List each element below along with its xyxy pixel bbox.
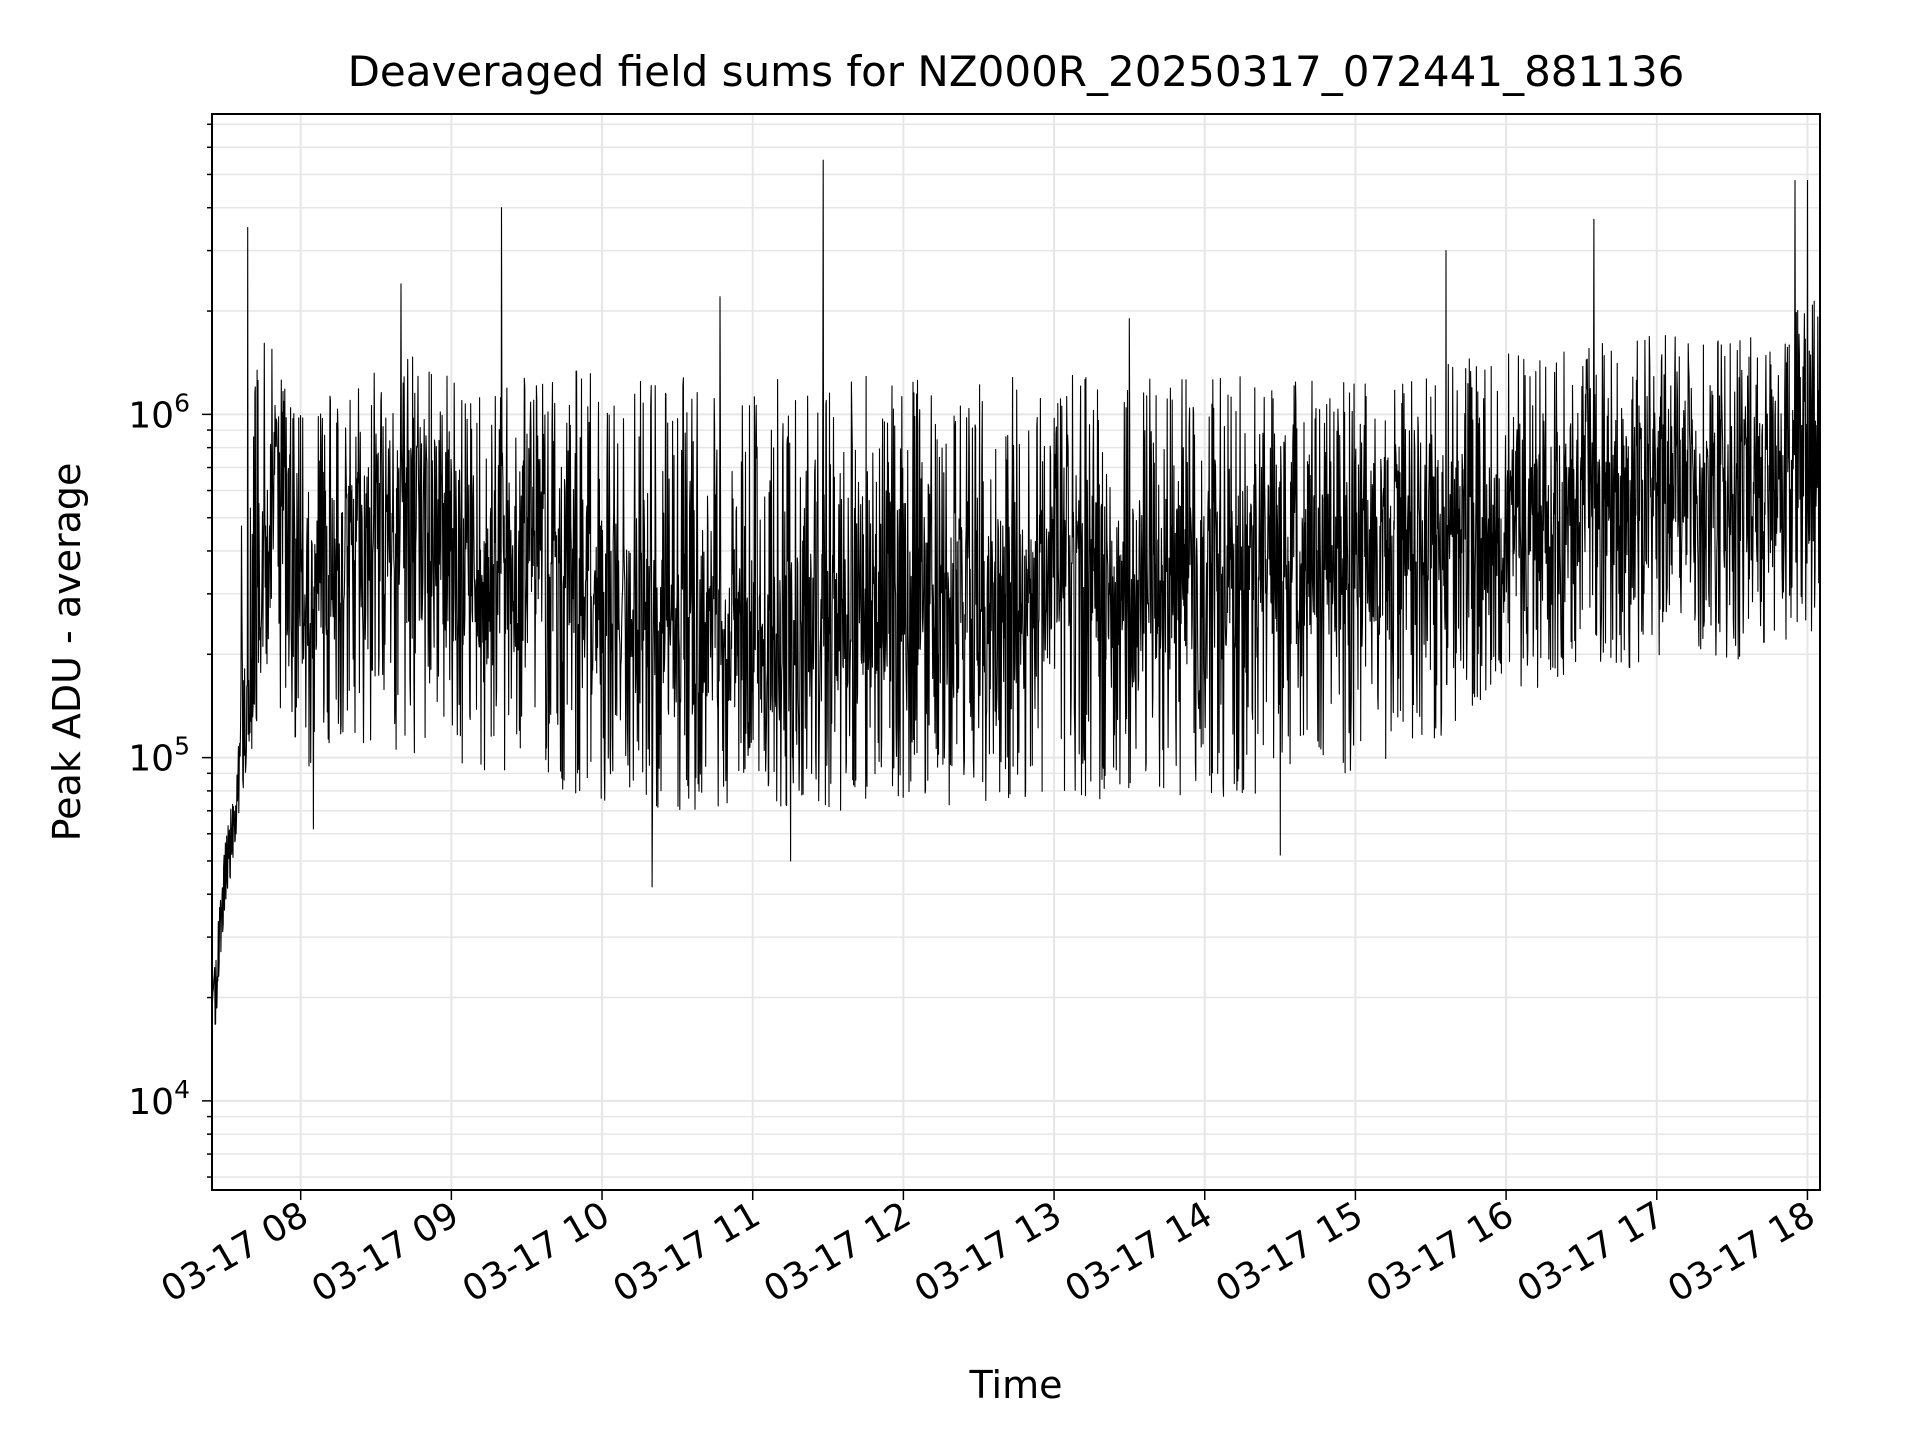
y-tick-label: 105 xyxy=(128,732,190,780)
x-tick-label: 03-17 15 xyxy=(1209,1194,1370,1310)
x-tick-label: 03-17 17 xyxy=(1511,1194,1672,1310)
x-tick-label: 03-17 12 xyxy=(757,1194,918,1310)
x-tick-label: 03-17 11 xyxy=(607,1194,768,1310)
y-tick-exponent: 6 xyxy=(174,388,190,417)
axis-ticks xyxy=(202,123,1809,1200)
x-tick-label: 03-17 14 xyxy=(1059,1194,1220,1310)
x-tick-label: 03-17 13 xyxy=(908,1194,1069,1310)
y-tick-label: 106 xyxy=(128,388,190,436)
x-tick-label: 03-17 09 xyxy=(305,1194,466,1310)
y-tick-label: 104 xyxy=(128,1075,190,1123)
chart-title: Deaveraged field sums for NZ000R_2025031… xyxy=(348,47,1685,96)
y-tick-base: 10 xyxy=(128,739,174,780)
x-tick-label: 03-17 10 xyxy=(456,1194,617,1310)
x-axis-label: Time xyxy=(969,1363,1063,1407)
y-tick-base: 10 xyxy=(128,1082,174,1123)
y-tick-exponent: 5 xyxy=(174,732,190,761)
series-line xyxy=(211,159,1821,1058)
y-tick-exponent: 4 xyxy=(174,1075,190,1104)
x-tick-label: 03-17 16 xyxy=(1360,1194,1521,1310)
y-axis-label: Peak ADU - average xyxy=(45,463,89,842)
x-tick-label: 03-17 08 xyxy=(155,1194,316,1310)
data-series xyxy=(211,159,1821,1058)
plot-area-frame xyxy=(211,113,1821,1191)
grid xyxy=(212,114,1820,1190)
x-tick-label: 03-17 18 xyxy=(1661,1194,1822,1310)
y-tick-base: 10 xyxy=(128,395,174,436)
